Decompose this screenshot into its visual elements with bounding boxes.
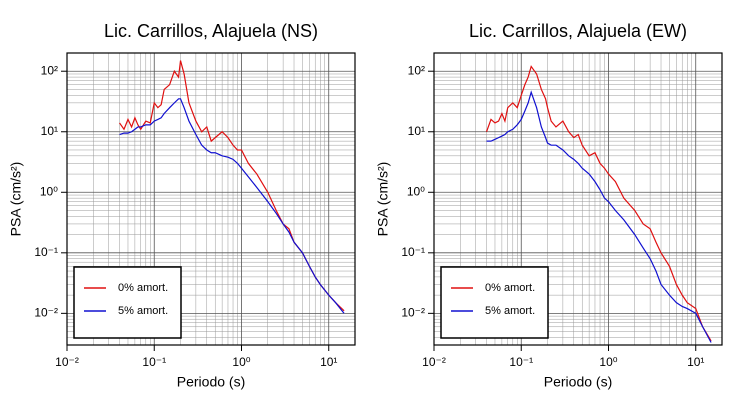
- x-tick-label: 10⁻¹: [142, 355, 166, 369]
- y-tick-label: 10¹: [408, 124, 425, 138]
- y-tick-label: 10⁰: [407, 184, 425, 198]
- legend-box: [440, 266, 549, 339]
- x-tick-label: 10⁻²: [55, 355, 79, 369]
- y-tick-label: 10¹: [41, 124, 58, 138]
- legend-label: 5% amort.: [118, 305, 168, 317]
- y-tick-label: 10²: [408, 63, 425, 77]
- y-axis-label: PSA (cm/s²): [8, 162, 24, 237]
- chart-title: Lic. Carrillos, Alajuela (NS): [104, 21, 318, 41]
- series-line: [485, 65, 712, 342]
- y-tick-label: 10⁻¹: [34, 245, 58, 259]
- x-tick-label: 10⁰: [232, 355, 250, 369]
- x-tick-label: 10⁻¹: [509, 355, 533, 369]
- y-tick-label: 10⁻¹: [401, 245, 425, 259]
- x-tick-label: 10⁰: [599, 355, 617, 369]
- x-axis-label: Periodo (s): [177, 374, 245, 390]
- y-tick-label: 10⁻²: [401, 306, 425, 320]
- y-tick-label: 10⁻²: [34, 306, 58, 320]
- y-tick-label: 10²: [41, 63, 58, 77]
- y-axis-label: PSA (cm/s²): [375, 162, 391, 237]
- x-tick-label: 10⁻²: [422, 355, 446, 369]
- x-tick-label: 10¹: [687, 355, 704, 369]
- chart-title: Lic. Carrillos, Alajuela (EW): [469, 21, 687, 41]
- y-tick-label: 10⁰: [40, 184, 58, 198]
- legend-label: 5% amort.: [485, 305, 535, 317]
- series-line: [486, 90, 712, 343]
- x-tick-label: 10¹: [320, 355, 337, 369]
- legend-label: 0% amort.: [485, 282, 535, 294]
- legend-label: 0% amort.: [118, 282, 168, 294]
- legend-box: [73, 266, 182, 339]
- series-line: [119, 98, 345, 314]
- x-axis-label: Periodo (s): [544, 374, 612, 390]
- plot-frame: [433, 52, 723, 346]
- plot-frame: [66, 52, 356, 346]
